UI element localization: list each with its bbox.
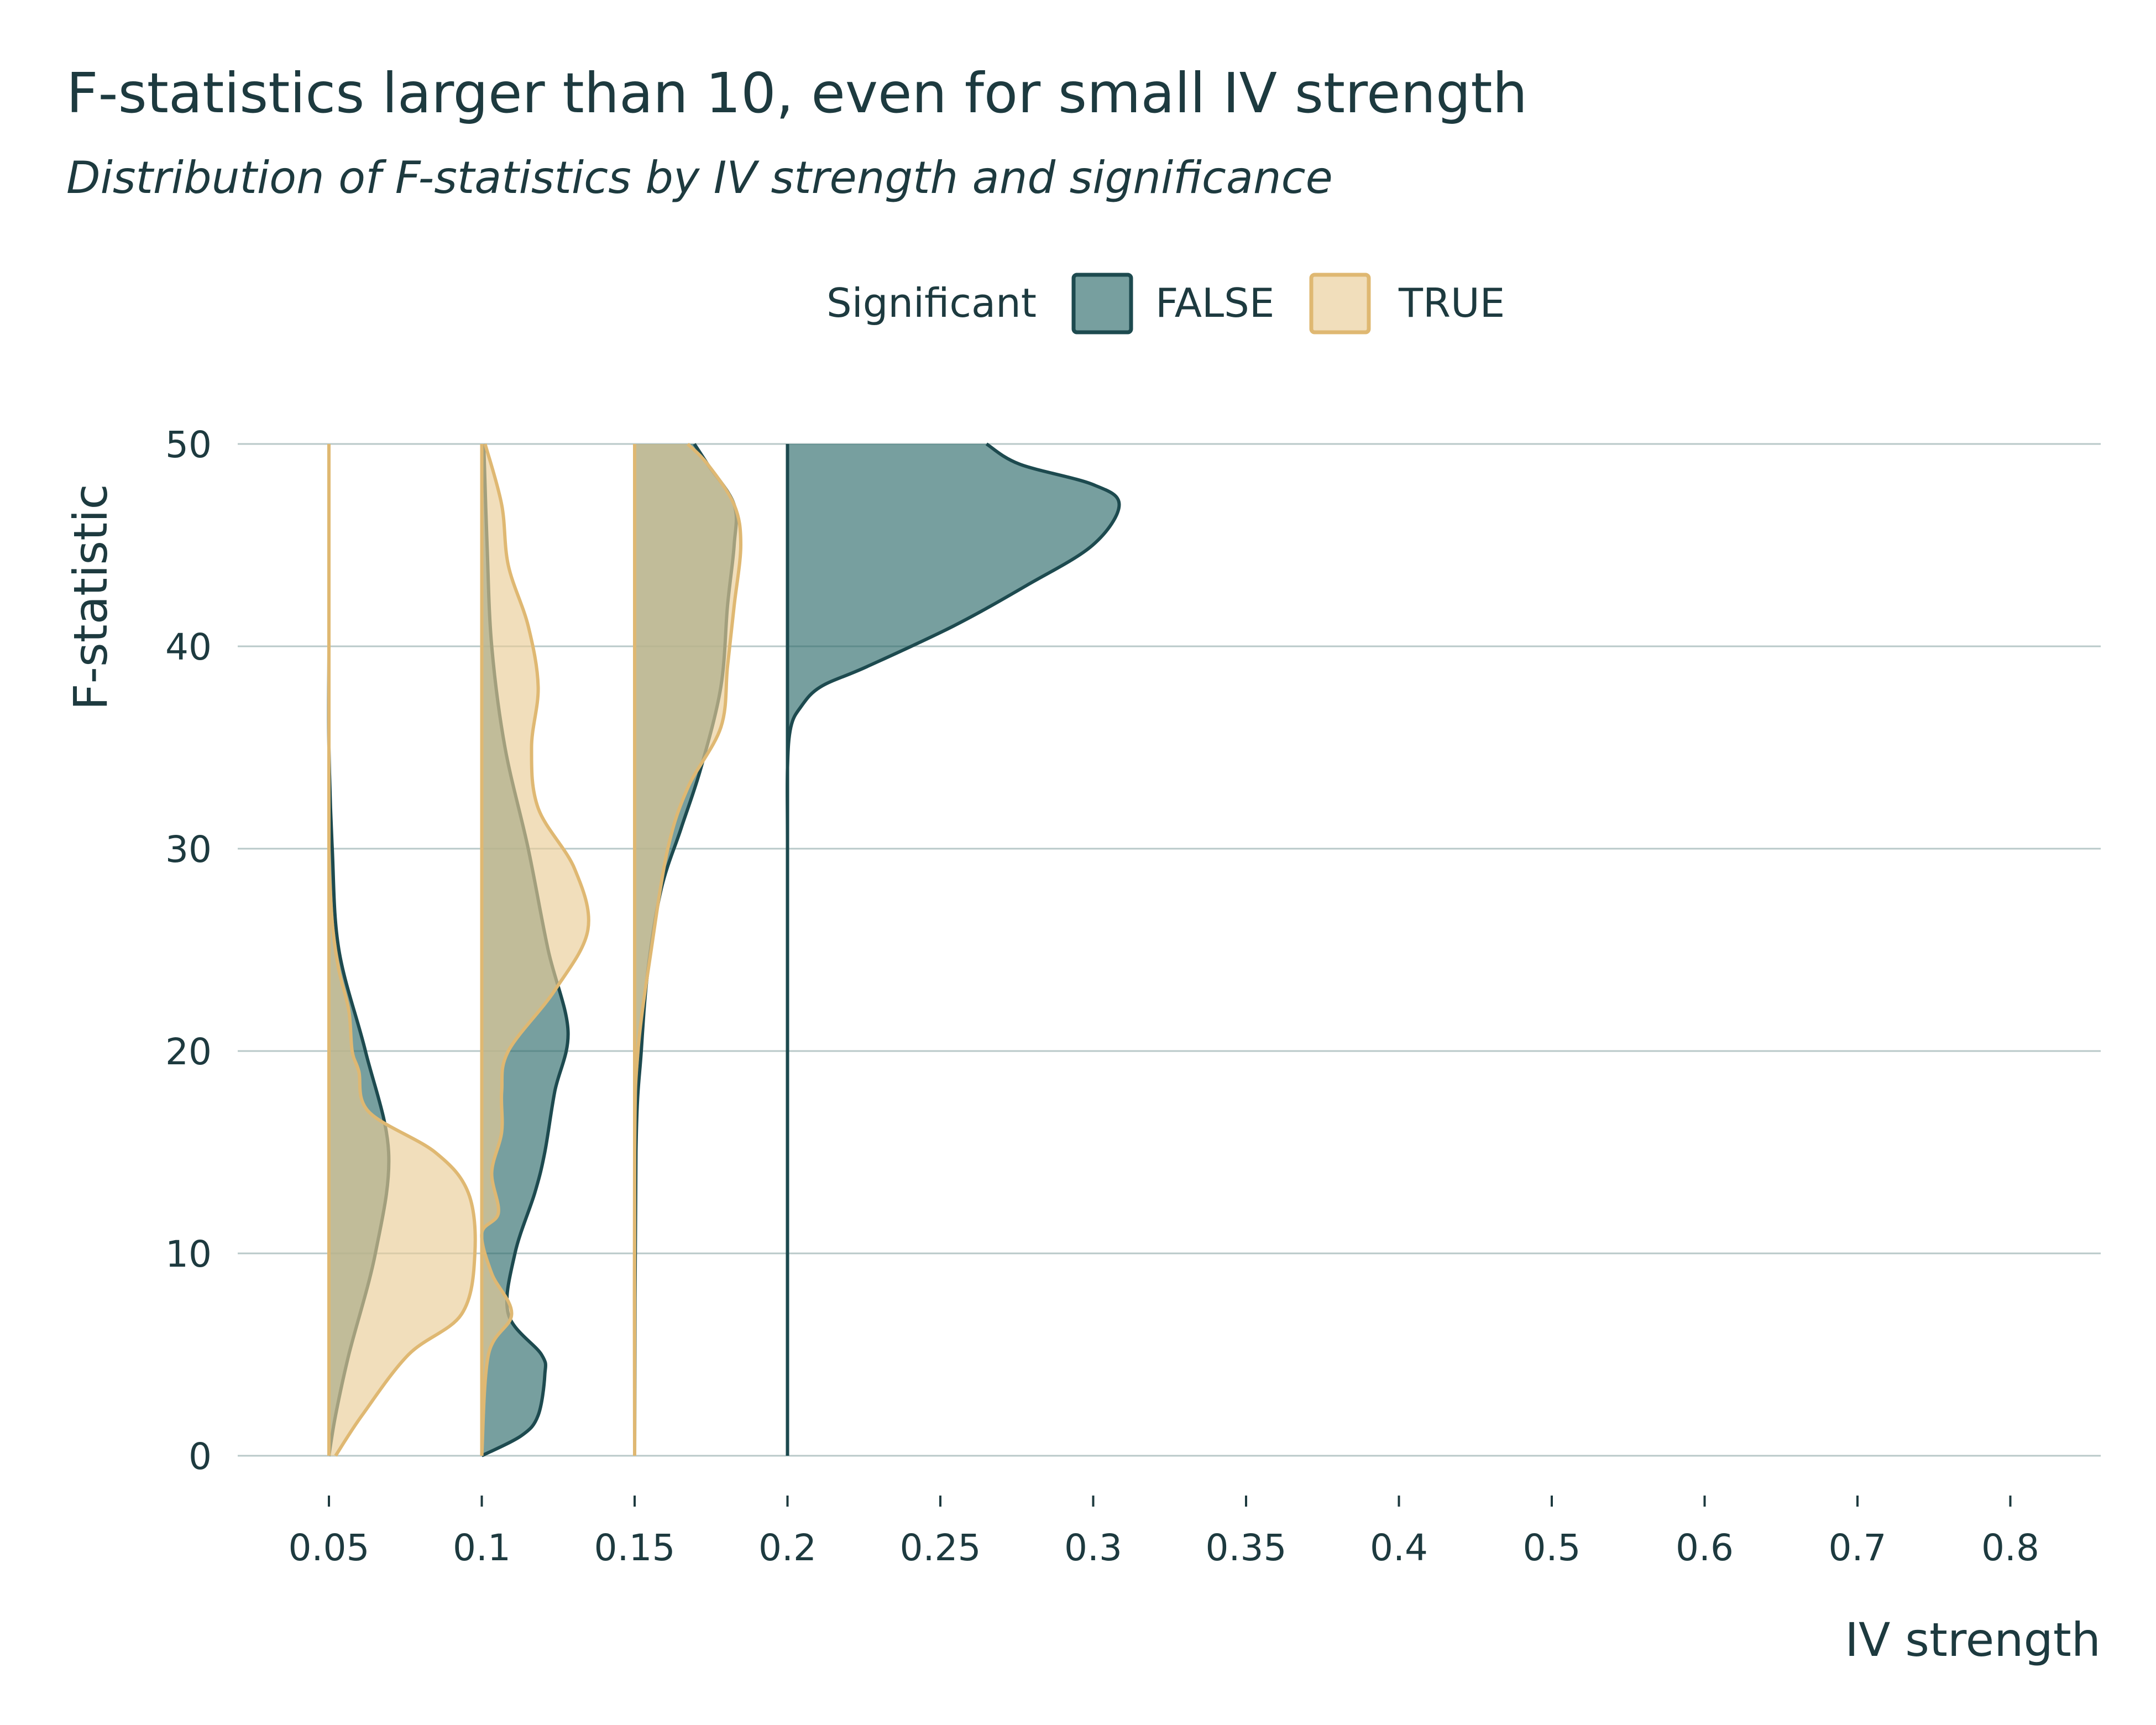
x-tick-label: 0.6 bbox=[1676, 1527, 1734, 1569]
y-axis-title: F-statistic bbox=[64, 484, 118, 710]
x-tick-label: 0.35 bbox=[1206, 1527, 1287, 1569]
y-tick-label: 0 bbox=[189, 1435, 212, 1478]
x-tick-label: 0.1 bbox=[453, 1527, 511, 1569]
y-tick-label: 50 bbox=[165, 424, 212, 466]
chart-subtitle: Distribution of F-statistics by IV stren… bbox=[66, 152, 1333, 203]
x-axis: 0.05 0.1 0.15 0.2 0.25 0.3 0.35 0.4 0.5 0.6 0.7 0.8 bbox=[289, 1496, 2039, 1569]
density-areas bbox=[327, 442, 1121, 1457]
x-tick-label: 0.3 bbox=[1064, 1527, 1122, 1569]
x-tick-label: 0.05 bbox=[289, 1527, 370, 1569]
x-tick-label: 0.7 bbox=[1829, 1527, 1887, 1569]
x-tick-label: 0.8 bbox=[1981, 1527, 2039, 1569]
y-axis: 0 10 20 30 40 50 bbox=[165, 424, 212, 1478]
x-tick-label: 0.4 bbox=[1370, 1527, 1428, 1569]
x-tick-label: 0.5 bbox=[1523, 1527, 1581, 1569]
legend-label-false: FALSE bbox=[1155, 280, 1274, 326]
legend-title: Significant bbox=[826, 280, 1037, 326]
grid bbox=[238, 443, 2101, 1457]
y-tick-label: 20 bbox=[165, 1031, 212, 1073]
legend-swatch-true bbox=[1309, 273, 1371, 334]
density-outline-true-0.1 bbox=[480, 443, 590, 1456]
x-tick-label: 0.25 bbox=[900, 1527, 981, 1569]
y-tick-label: 30 bbox=[165, 828, 212, 871]
density-area-true-0.1 bbox=[482, 444, 589, 1456]
legend: Significant FALSE TRUE bbox=[826, 273, 1505, 334]
legend-label-true: TRUE bbox=[1398, 280, 1505, 326]
y-tick-label: 10 bbox=[165, 1233, 212, 1276]
chart-title: F-statistics larger than 10, even for sm… bbox=[66, 61, 1528, 126]
density-area-true-0.05 bbox=[328, 444, 475, 1456]
density-area-true-0.15 bbox=[634, 444, 741, 1456]
x-tick-label: 0.2 bbox=[758, 1527, 817, 1569]
legend-swatch-false bbox=[1071, 273, 1133, 334]
x-tick-label: 0.15 bbox=[594, 1527, 676, 1569]
x-axis-title: IV strength bbox=[1845, 1613, 2101, 1667]
density-area-false-0.2 bbox=[787, 444, 1119, 1456]
y-tick-label: 40 bbox=[165, 626, 212, 668]
